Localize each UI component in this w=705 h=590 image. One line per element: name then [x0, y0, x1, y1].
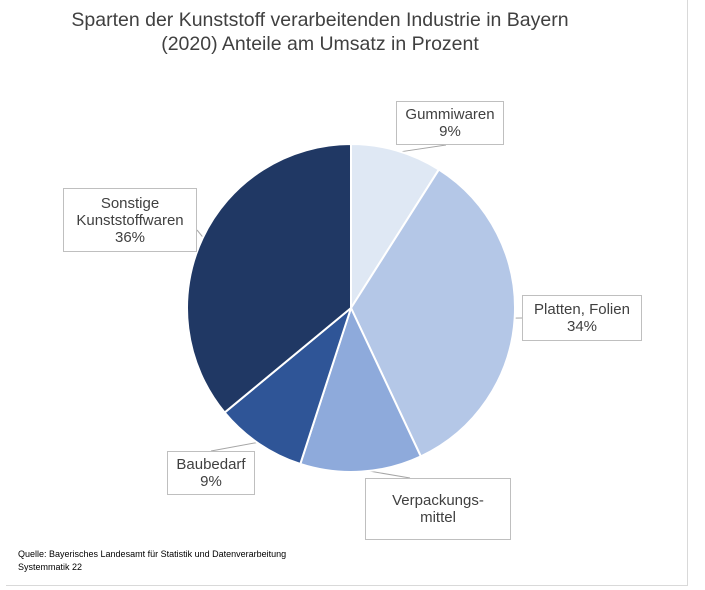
- source-line-1: Quelle: Bayerisches Landesamt für Statis…: [18, 549, 287, 559]
- pie-slice-sonstige-kunststoffwaren: [186, 142, 352, 414]
- label-verpackungs-mittel: Verpackungs-mittel: [365, 478, 511, 540]
- label-gummiwaren: Gummiwaren 9%: [396, 101, 504, 145]
- pie-slice-gummiwaren: [350, 142, 441, 312]
- slice-value-label: 36%: [114, 228, 146, 246]
- leader-line-gummiwaren: [396, 144, 447, 153]
- pie-slice-baubedarf: [223, 305, 354, 466]
- slice-value-label: 9%: [439, 123, 461, 140]
- slice-category-label: Verpackungs-: [392, 492, 484, 509]
- chart-title-line-2: (2020) Anteile am Umsatz in Prozent: [161, 33, 479, 55]
- slice-category-label: mittel: [420, 509, 456, 526]
- chart-title: Sparten der Kunststoff verarbeitenden In…: [0, 8, 640, 56]
- chart-title-line-1: Sparten der Kunststoff verarbeitenden In…: [71, 9, 569, 31]
- pie-slice-verpackungs-mittel: [299, 305, 423, 473]
- pie-slices: [186, 142, 516, 473]
- label-platten-folien: Platten, Folien 34%: [522, 295, 642, 341]
- slice-category-label: Platten, Folien: [534, 301, 630, 318]
- source-line-2: Systemmatik 22: [18, 562, 83, 572]
- slice-category-label: Baubedarf: [176, 456, 246, 473]
- pie-slice-platten-folien: [349, 168, 516, 458]
- label-sonstige-kunststoffwaren: Sonstige Kunststoffwaren 36%: [63, 188, 197, 252]
- slice-value-label: 9%: [200, 473, 222, 490]
- slice-category-label: Sonstige: [100, 194, 160, 212]
- label-baubedarf: Baubedarf 9%: [167, 451, 255, 495]
- chart-frame: [6, 0, 688, 586]
- source-note: Quelle: Bayerisches Landesamt für Statis…: [18, 548, 286, 574]
- slice-value-label: 34%: [566, 318, 598, 335]
- leader-line-baubedarf: [210, 441, 261, 452]
- slice-category-label: Kunststoffwaren: [76, 211, 184, 229]
- slice-category-label: Gummiwaren: [405, 106, 495, 123]
